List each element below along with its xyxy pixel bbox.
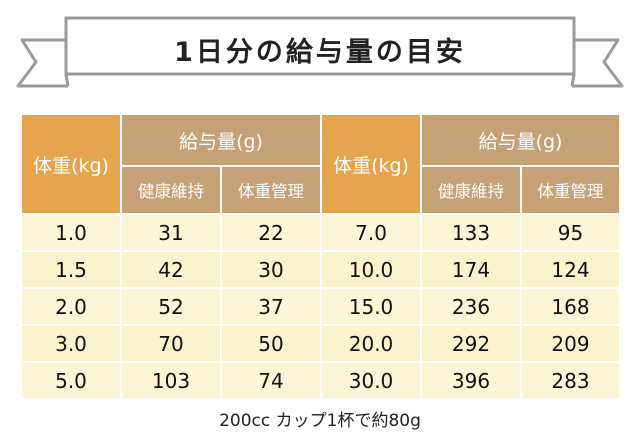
maintenance-cell: 103 [120, 361, 222, 400]
footnote: 200cc カップ1杯で約80g [219, 411, 421, 431]
weight-control-cell: 37 [219, 287, 323, 326]
weight-control-cell: 74 [219, 361, 323, 400]
weight-cell: 1.0 [20, 213, 122, 252]
maintenance-cell: 70 [120, 324, 222, 363]
weight-cell: 20.0 [320, 324, 423, 363]
feeding-amount-table: 体重(kg) 給与量(g) 体重(kg) 給与量(g) 健康維持 体重管理 健康… [20, 113, 622, 400]
weight-control-cell: 209 [520, 324, 622, 363]
weight-cell: 7.0 [320, 213, 423, 252]
weight-control-cell: 283 [520, 361, 622, 400]
amount-header-right: 給与量(g) [420, 113, 622, 167]
weight-control-cell: 30 [219, 250, 323, 289]
weight-cell: 2.0 [20, 287, 122, 326]
table-row: 1.0 31 22 7.0 133 95 [20, 213, 622, 252]
weight-cell: 30.0 [320, 361, 423, 400]
maintenance-cell: 236 [420, 287, 523, 326]
subheader-maintenance-right: 健康維持 [420, 165, 523, 215]
subheader-weight-control-right: 体重管理 [520, 165, 622, 215]
page-title: 1日分の給与量の目安 [174, 36, 466, 68]
weight-control-cell: 95 [520, 213, 622, 252]
maintenance-cell: 396 [420, 361, 523, 400]
weight-header-left: 体重(kg) [20, 113, 122, 215]
subheader-maintenance-left: 健康維持 [120, 165, 222, 215]
weight-cell: 1.5 [20, 250, 122, 289]
weight-control-cell: 168 [520, 287, 622, 326]
maintenance-cell: 31 [120, 213, 222, 252]
weight-cell: 10.0 [320, 250, 423, 289]
weight-header-right: 体重(kg) [320, 113, 423, 215]
title-ribbon: 1日分の給与量の目安 [0, 0, 640, 100]
weight-control-cell: 124 [520, 250, 622, 289]
weight-control-cell: 50 [219, 324, 323, 363]
amount-header-left: 給与量(g) [119, 113, 323, 167]
maintenance-cell: 42 [120, 250, 222, 289]
weight-cell: 3.0 [20, 324, 122, 363]
table-row: 1.5 42 30 10.0 174 124 [20, 250, 622, 289]
maintenance-cell: 133 [420, 213, 523, 252]
ribbon-banner-graphic [16, 16, 624, 88]
weight-cell: 5.0 [20, 361, 122, 400]
subheader-weight-control-left: 体重管理 [219, 165, 323, 215]
table-row: 3.0 70 50 20.0 292 209 [20, 324, 622, 363]
table-row: 5.0 103 74 30.0 396 283 [20, 361, 622, 400]
maintenance-cell: 174 [420, 250, 523, 289]
maintenance-cell: 52 [120, 287, 222, 326]
weight-control-cell: 22 [219, 213, 323, 252]
table-row: 2.0 52 37 15.0 236 168 [20, 287, 622, 326]
weight-cell: 15.0 [320, 287, 423, 326]
maintenance-cell: 292 [420, 324, 523, 363]
